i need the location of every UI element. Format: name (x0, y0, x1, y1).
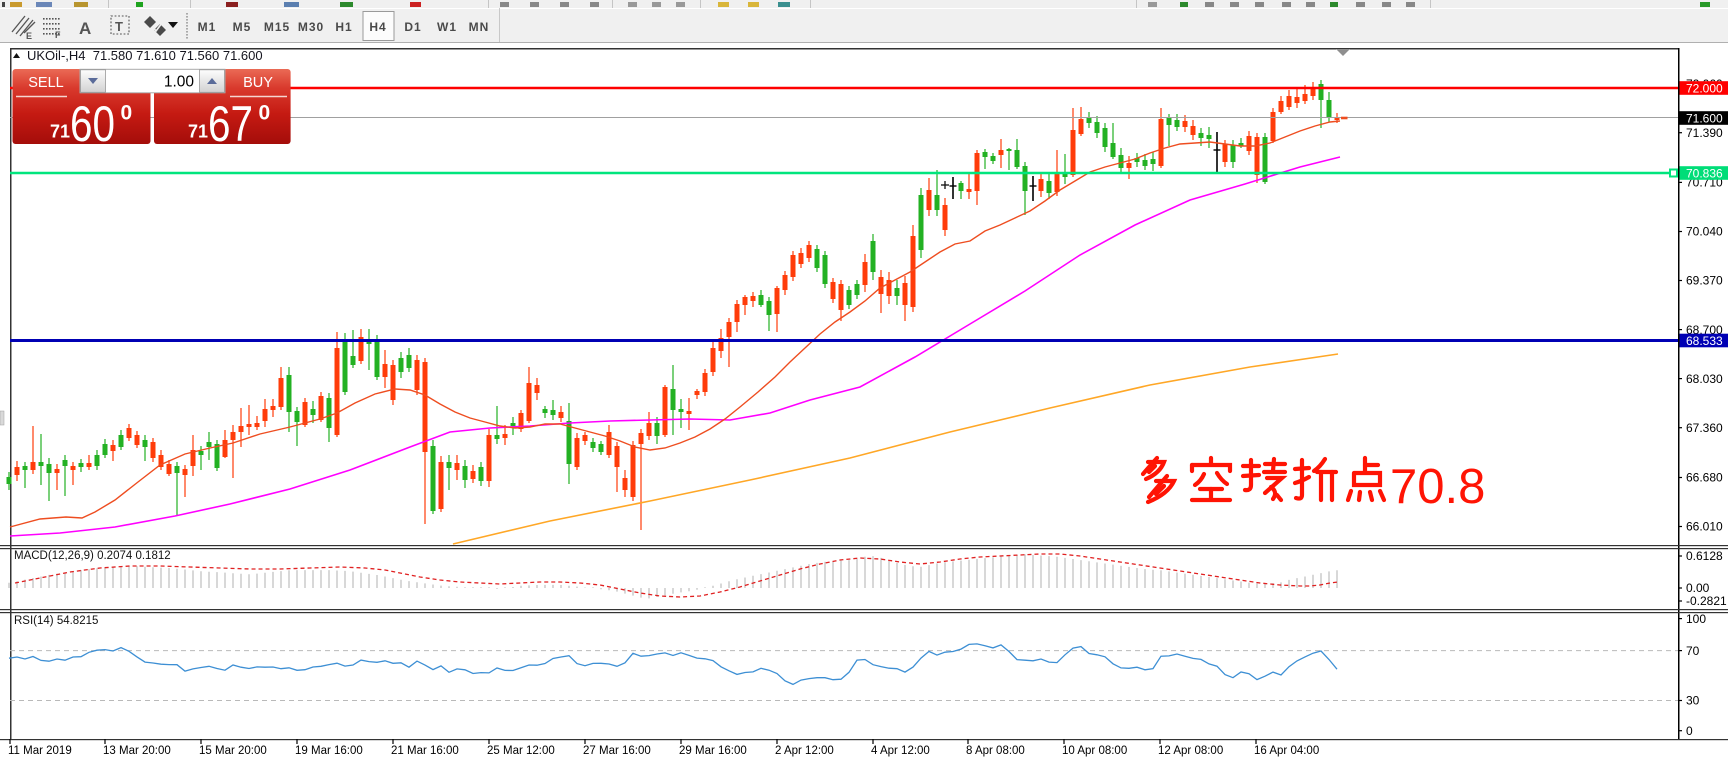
svg-text:60: 60 (70, 96, 115, 152)
svg-text:11 Mar 2019: 11 Mar 2019 (8, 745, 72, 757)
svg-text:H4: H4 (369, 20, 386, 34)
svg-text:M1: M1 (198, 20, 217, 34)
svg-text:F: F (55, 30, 61, 40)
svg-text:8 Apr 08:00: 8 Apr 08:00 (966, 745, 1025, 757)
svg-text:19 Mar 16:00: 19 Mar 16:00 (295, 745, 363, 757)
svg-text:SELL: SELL (28, 75, 63, 91)
svg-text:A: A (79, 19, 91, 38)
svg-text:13 Mar 20:00: 13 Mar 20:00 (103, 745, 171, 757)
svg-text:16 Apr 04:00: 16 Apr 04:00 (1254, 745, 1319, 757)
svg-text:UKOil-,H4 71.580 71.610 71.56: UKOil-,H4 71.580 71.610 71.560 71.600 (27, 48, 263, 63)
svg-text:67: 67 (208, 96, 253, 152)
svg-text:68.533: 68.533 (1686, 334, 1723, 348)
svg-text:E: E (26, 31, 32, 41)
svg-text:T: T (115, 19, 123, 34)
svg-text:-0.2821: -0.2821 (1686, 594, 1727, 608)
svg-text:66.010: 66.010 (1686, 520, 1723, 534)
svg-text:70.040: 70.040 (1686, 225, 1723, 239)
svg-text:71: 71 (50, 122, 70, 142)
svg-text:0: 0 (121, 102, 133, 125)
svg-text:M15: M15 (264, 20, 290, 34)
svg-text:68.700: 68.700 (1686, 323, 1723, 337)
svg-text:71.390: 71.390 (1686, 126, 1723, 140)
svg-text:H1: H1 (335, 20, 352, 34)
svg-text:29 Mar 16:00: 29 Mar 16:00 (679, 745, 747, 757)
svg-text:M5: M5 (233, 20, 252, 34)
svg-text:4 Apr 12:00: 4 Apr 12:00 (871, 745, 930, 757)
svg-text:1.00: 1.00 (164, 74, 195, 91)
svg-text:0: 0 (1686, 724, 1693, 738)
svg-text:71.600: 71.600 (1686, 111, 1723, 125)
svg-text:69.370: 69.370 (1686, 274, 1723, 288)
svg-text:0.00: 0.00 (1686, 581, 1710, 595)
svg-text:70.836: 70.836 (1686, 166, 1723, 180)
svg-text:72.000: 72.000 (1686, 81, 1723, 95)
svg-text:RSI(14) 54.8215: RSI(14) 54.8215 (14, 615, 98, 627)
svg-text:27 Mar 16:00: 27 Mar 16:00 (583, 745, 651, 757)
svg-text:67.360: 67.360 (1686, 421, 1723, 435)
svg-text:0.6128: 0.6128 (1686, 549, 1723, 563)
svg-text:68.030: 68.030 (1686, 372, 1723, 386)
svg-text:15 Mar 20:00: 15 Mar 20:00 (199, 745, 267, 757)
svg-text:70: 70 (1686, 644, 1700, 658)
svg-text:MN: MN (469, 20, 490, 34)
svg-text:BUY: BUY (243, 75, 273, 91)
svg-text:70.8: 70.8 (1390, 460, 1485, 514)
svg-text:71: 71 (188, 122, 208, 142)
svg-text:30: 30 (1686, 694, 1700, 708)
svg-text:D1: D1 (404, 20, 421, 34)
svg-text:M30: M30 (298, 20, 324, 34)
svg-text:66.680: 66.680 (1686, 471, 1723, 485)
svg-text:MACD(12,26,9) 0.2074 0.1812: MACD(12,26,9) 0.2074 0.1812 (14, 550, 171, 562)
svg-text:21 Mar 16:00: 21 Mar 16:00 (391, 745, 459, 757)
svg-text:2 Apr 12:00: 2 Apr 12:00 (775, 745, 834, 757)
svg-text:0: 0 (259, 102, 271, 125)
svg-text:100: 100 (1686, 612, 1706, 626)
svg-text:12 Apr 08:00: 12 Apr 08:00 (1158, 745, 1223, 757)
svg-text:W1: W1 (437, 20, 457, 34)
svg-text:25 Mar 12:00: 25 Mar 12:00 (487, 745, 555, 757)
svg-text:10 Apr 08:00: 10 Apr 08:00 (1062, 745, 1127, 757)
